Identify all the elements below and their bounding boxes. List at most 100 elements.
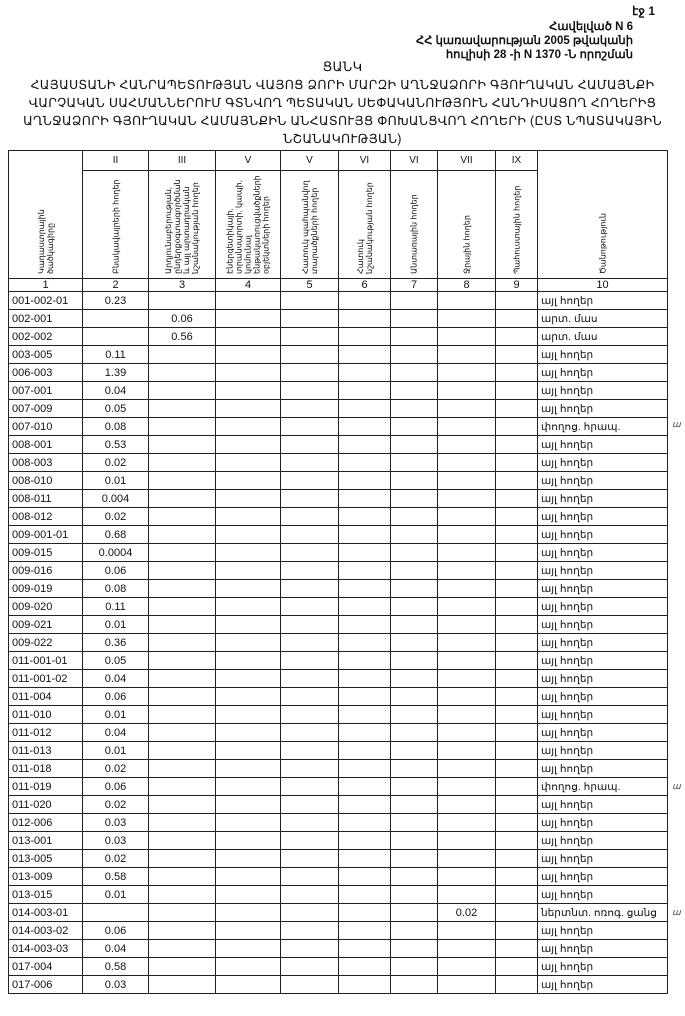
- area-cell: [148, 291, 216, 310]
- cadastral-code-cell: 002-002: [8, 327, 83, 346]
- area-cell: 0.01: [82, 885, 149, 904]
- column-number: 5: [280, 278, 339, 292]
- table-row: 008-011 0.004 այլ հողեր: [8, 489, 668, 508]
- note-cell: այլ հողեր: [537, 975, 668, 994]
- area-cell: 0.04: [82, 939, 149, 958]
- note-cell: այլ հողեր: [537, 921, 668, 940]
- area-cell: [437, 579, 496, 598]
- area-cell: [338, 813, 391, 832]
- area-cell: 0.53: [82, 435, 149, 454]
- area-cell: [148, 975, 216, 994]
- area-cell: [280, 435, 339, 454]
- area-cell: [280, 327, 339, 346]
- area-cell: [338, 741, 391, 760]
- area-cell: 0.05: [82, 399, 149, 418]
- cadastral-code-cell: 011-020: [8, 795, 83, 814]
- area-cell: [390, 345, 438, 364]
- area-cell: 0.02: [82, 759, 149, 778]
- table-row: 008-003 0.02 այլ հողեր: [8, 453, 668, 472]
- column-number: 8: [437, 278, 496, 292]
- area-cell: [338, 525, 391, 544]
- area-cell: [390, 939, 438, 958]
- area-cell: [338, 471, 391, 490]
- cadastral-code-cell: 014-003-02: [8, 921, 83, 940]
- area-cell: [390, 399, 438, 418]
- area-cell: [390, 741, 438, 760]
- area-cell: [390, 309, 438, 328]
- area-cell: [437, 543, 496, 562]
- area-cell: [495, 453, 538, 472]
- note-cell: այլ հողեր: [537, 831, 668, 850]
- area-cell: [390, 453, 438, 472]
- area-cell: [215, 831, 281, 850]
- area-cell: [338, 597, 391, 616]
- area-cell: [215, 759, 281, 778]
- area-cell: [148, 939, 216, 958]
- area-cell: [338, 867, 391, 886]
- area-cell: [215, 327, 281, 346]
- area-cell: [215, 903, 281, 922]
- area-cell: [437, 867, 496, 886]
- table-row: 013-005 0.02 այլ հողեր: [8, 849, 668, 868]
- area-cell: [437, 831, 496, 850]
- area-cell: [280, 759, 339, 778]
- area-cell: [437, 309, 496, 328]
- area-cell: [215, 417, 281, 436]
- area-cell: [495, 633, 538, 652]
- area-cell: [148, 885, 216, 904]
- cadastral-code-cell: 011-001-01: [8, 651, 83, 670]
- cadastral-code-cell: 011-010: [8, 705, 83, 724]
- annex-line: հուլիսի 28 -ի N 1370 -Ն որոշման: [445, 49, 633, 61]
- note-cell: այլ հողեր: [537, 543, 668, 562]
- table-row: 008-001 0.53 այլ հողեր: [8, 435, 668, 454]
- area-cell: [437, 435, 496, 454]
- area-cell: [495, 903, 538, 922]
- area-cell: [338, 849, 391, 868]
- cadastral-code-cell: 013-015: [8, 885, 83, 904]
- note-cell: այլ հողեր: [537, 489, 668, 508]
- area-cell: 0.03: [82, 975, 149, 994]
- area-cell: [390, 849, 438, 868]
- category-numeral: IX: [495, 150, 538, 171]
- area-cell: 1.39: [82, 363, 149, 382]
- table-row: 011-013 0.01 այլ հողեր: [8, 741, 668, 760]
- area-cell: 0.01: [82, 741, 149, 760]
- area-cell: [390, 561, 438, 580]
- area-cell: [280, 741, 339, 760]
- note-cell: այլ հողեր: [537, 597, 668, 616]
- area-cell: [148, 507, 216, 526]
- area-cell: [338, 759, 391, 778]
- area-cell: [390, 921, 438, 940]
- cadastral-code-cell: 009-015: [8, 543, 83, 562]
- table-row: 014-003-03 0.04 այլ հողեր: [8, 939, 668, 958]
- area-cell: [215, 345, 281, 364]
- area-cell: [280, 813, 339, 832]
- area-cell: [495, 597, 538, 616]
- area-cell: [495, 831, 538, 850]
- area-cell: [390, 705, 438, 724]
- note-cell: այլ հողեր: [537, 507, 668, 526]
- area-cell: [437, 345, 496, 364]
- cadastral-code-cell: 011-018: [8, 759, 83, 778]
- area-cell: [390, 795, 438, 814]
- cadastral-code-cell: 011-013: [8, 741, 83, 760]
- area-cell: [280, 867, 339, 886]
- cadastral-code-cell: 008-003: [8, 453, 83, 472]
- area-cell: [148, 399, 216, 418]
- sheet-number: էջ 1: [632, 4, 655, 18]
- area-cell: [437, 561, 496, 580]
- note-cell: այլ հողեր: [537, 525, 668, 544]
- area-cell: [495, 867, 538, 886]
- category-numeral: VI: [338, 150, 391, 171]
- area-cell: [148, 525, 216, 544]
- table-row: 009-021 0.01 այլ հողեր: [8, 615, 668, 634]
- area-cell: [495, 327, 538, 346]
- area-cell: [215, 687, 281, 706]
- area-cell: [390, 669, 438, 688]
- area-cell: [495, 507, 538, 526]
- area-cell: [495, 723, 538, 742]
- area-cell: [390, 687, 438, 706]
- area-cell: [280, 687, 339, 706]
- area-cell: [390, 975, 438, 994]
- area-cell: [495, 849, 538, 868]
